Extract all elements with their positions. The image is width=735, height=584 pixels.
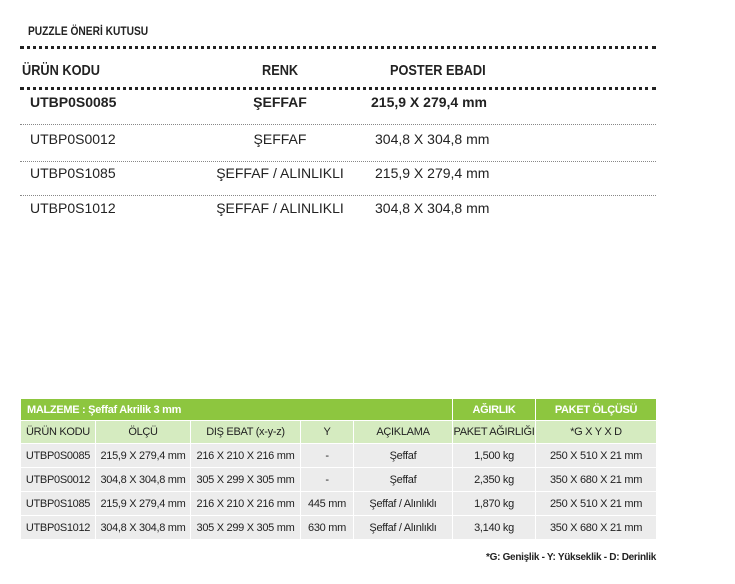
table-cell: 1,500 kg [452,443,536,468]
spec-group-header: MALZEME : Şeffaf Akrilik 3 mm AĞIRLIK PA… [20,398,657,421]
table-cell: 3,140 kg [452,515,536,540]
table-cell: Şeffaf / Alınlıklı [353,515,453,540]
summary-color: ŞEFFAF / ALINLIKLI [216,200,344,216]
row-divider [20,195,656,196]
summary-code: UTBP0S0012 [30,131,116,147]
divider [20,46,656,49]
header-cell: Y [300,420,354,444]
table-cell: 2,350 kg [452,467,536,492]
col-header-color: RENK [262,62,299,79]
table-cell: 304,8 X 304,8 mm [95,515,191,540]
table-cell: - [300,443,354,468]
table-cell: 305 X 299 X 305 mm [190,515,301,540]
package-group: PAKET ÖLÇÜSÜ [535,398,657,421]
col-header-code: ÜRÜN KODU [22,62,100,79]
header-cell: ÜRÜN KODU [20,420,96,444]
table-cell: Şeffaf / Alınlıklı [353,491,453,516]
table-cell: Şeffaf [353,443,453,468]
summary-code: UTBP0S1085 [30,165,116,181]
section-title: PUZZLE ÖNERİ KUTUSU [28,24,149,38]
summary-color: ŞEFFAF / ALINLIKLI [216,165,344,181]
table-cell: 630 mm [300,515,354,540]
row-divider [20,124,656,125]
table-cell: 445 mm [300,491,354,516]
header-cell: PAKET AĞIRLIĞI [452,420,536,444]
summary-poster-size: 304,8 X 304,8 mm [375,131,490,147]
table-cell: UTBP0S1012 [20,515,96,540]
header-cell: ÖLÇÜ [95,420,191,444]
table-cell: 305 X 299 X 305 mm [190,467,301,492]
footnote: *G: Genişlik - Y: Yükseklik - D: Derinli… [486,552,656,563]
table-cell: Şeffaf [353,467,453,492]
material-label: MALZEME : Şeffaf Akrilik 3 mm [20,398,453,421]
table-cell: 215,9 X 279,4 mm [95,443,191,468]
table-cell: 350 X 680 X 21 mm [535,515,657,540]
summary-poster-size: 215,9 X 279,4 mm [375,165,490,181]
summary-color: ŞEFFAF [253,131,307,147]
table-cell: 215,9 X 279,4 mm [95,491,191,516]
table-cell: 304,8 X 304,8 mm [95,467,191,492]
header-cell: *G X Y X D [535,420,657,444]
summary-code: UTBP0S1012 [30,200,116,216]
header-cell: AÇIKLAMA [353,420,453,444]
summary-poster-size: 304,8 X 304,8 mm [375,200,490,216]
spec-header-row: ÜRÜN KODU ÖLÇÜ DIŞ EBAT (x-y-z) Y AÇIKLA… [20,420,657,444]
divider [20,87,656,90]
table-cell: 216 X 210 X 216 mm [190,443,301,468]
row-divider [20,161,656,162]
table-cell: 350 X 680 X 21 mm [535,467,657,492]
table-cell: UTBP0S1085 [20,491,96,516]
weight-group: AĞIRLIK [452,398,536,421]
summary-poster-size: 215,9 X 279,4 mm [371,94,487,110]
table-cell: 216 X 210 X 216 mm [190,491,301,516]
table-cell: 250 X 510 X 21 mm [535,443,657,468]
spec-table: MALZEME : Şeffaf Akrilik 3 mm AĞIRLIK PA… [20,398,657,540]
table-row: UTBP0S1085 215,9 X 279,4 mm 216 X 210 X 21… [20,491,657,516]
table-row: UTBP0S0012 304,8 X 304,8 mm 305 X 299 X 30… [20,467,657,492]
table-row: UTBP0S0085 215,9 X 279,4 mm 216 X 210 X 21… [20,443,657,468]
summary-color: ŞEFFAF [253,94,307,110]
col-header-poster: POSTER EBADI [390,62,486,79]
header-cell: DIŞ EBAT (x-y-z) [190,420,301,444]
table-row: UTBP0S1012 304,8 X 304,8 mm 305 X 299 X 30… [20,515,657,540]
table-cell: UTBP0S0085 [20,443,96,468]
summary-code: UTBP0S0085 [30,94,117,110]
table-cell: 1,870 kg [452,491,536,516]
table-cell: UTBP0S0012 [20,467,96,492]
table-cell: 250 X 510 X 21 mm [535,491,657,516]
table-cell: - [300,467,354,492]
